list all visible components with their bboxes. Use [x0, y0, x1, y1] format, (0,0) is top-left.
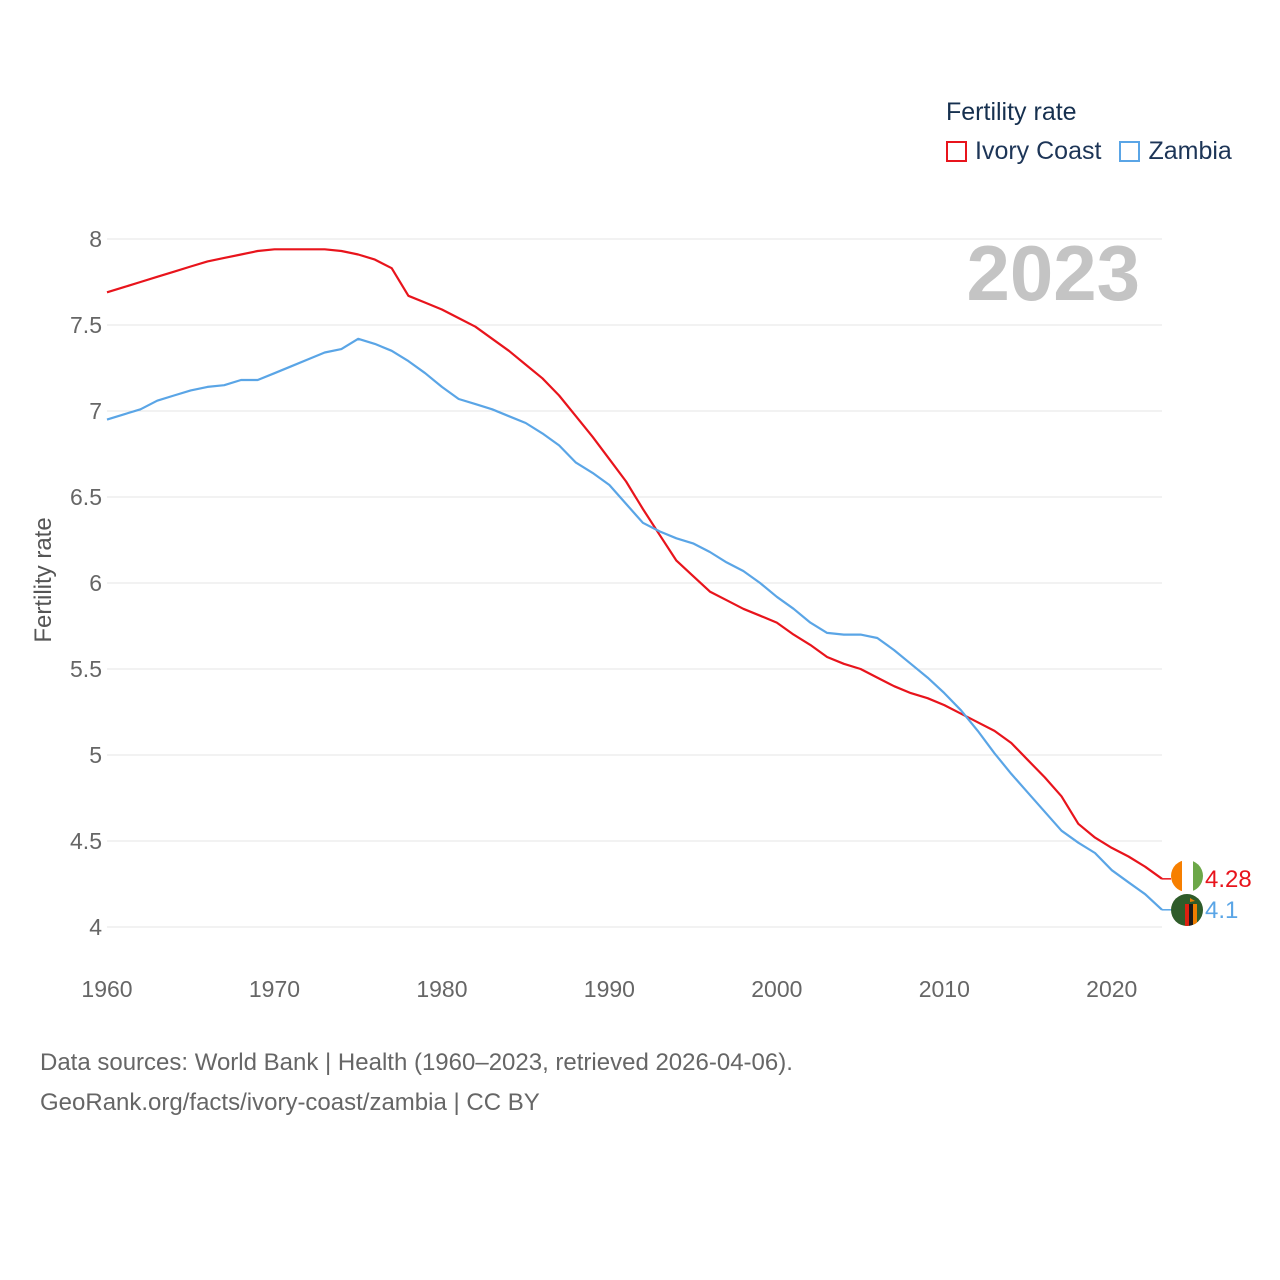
series-line-ivory-coast [107, 249, 1162, 879]
ivory-coast-flag-icon [1171, 860, 1204, 892]
x-tick-label: 1960 [81, 976, 132, 1002]
gridlines [107, 239, 1162, 927]
y-tick-label: 8 [89, 226, 102, 252]
legend-label-zambia: Zambia [1148, 137, 1231, 166]
x-tick-label: 2010 [919, 976, 970, 1002]
y-tick-label: 6.5 [70, 484, 102, 510]
x-tick-label: 2000 [751, 976, 802, 1002]
footer-sources: Data sources: World Bank | Health (1960–… [40, 1043, 793, 1083]
y-tick-label: 7.5 [70, 312, 102, 338]
y-tick-label: 6 [89, 570, 102, 596]
zambia-flag-icon [1171, 894, 1203, 926]
legend-swatch-ivory-coast [946, 141, 967, 162]
legend-item-ivory-coast[interactable]: Ivory Coast [946, 137, 1101, 166]
legend-swatch-zambia [1119, 141, 1140, 162]
end-label-ivory-coast: 4.28 [1205, 866, 1252, 893]
y-tick-label: 5.5 [70, 656, 102, 682]
series-line-zambia [107, 339, 1162, 910]
series-lines [107, 249, 1162, 910]
y-axis-label: Fertility rate [30, 517, 57, 642]
y-axis: 4 4.5 5 5.5 6 6.5 7 7.5 8 [70, 226, 102, 940]
year-label: 2023 [966, 229, 1140, 317]
legend-item-zambia[interactable]: Zambia [1119, 137, 1231, 166]
x-tick-label: 1980 [416, 976, 467, 1002]
y-tick-label: 4.5 [70, 828, 102, 854]
legend: Fertility rate Ivory Coast Zambia [946, 98, 1250, 166]
footer: Data sources: World Bank | Health (1960–… [40, 1043, 793, 1123]
x-axis: 1960 1970 1980 1990 2000 2010 2020 [81, 976, 1137, 1002]
x-tick-label: 2020 [1086, 976, 1137, 1002]
legend-title: Fertility rate [946, 98, 1250, 127]
legend-label-ivory-coast: Ivory Coast [975, 137, 1101, 166]
end-label-zambia: 4.1 [1205, 897, 1238, 924]
y-tick-label: 7 [89, 398, 102, 424]
x-tick-label: 1970 [249, 976, 300, 1002]
footer-link[interactable]: GeoRank.org/facts/ivory-coast/zambia | C… [40, 1083, 793, 1123]
x-tick-label: 1990 [584, 976, 635, 1002]
y-tick-label: 5 [89, 742, 102, 768]
y-tick-label: 4 [89, 914, 102, 940]
